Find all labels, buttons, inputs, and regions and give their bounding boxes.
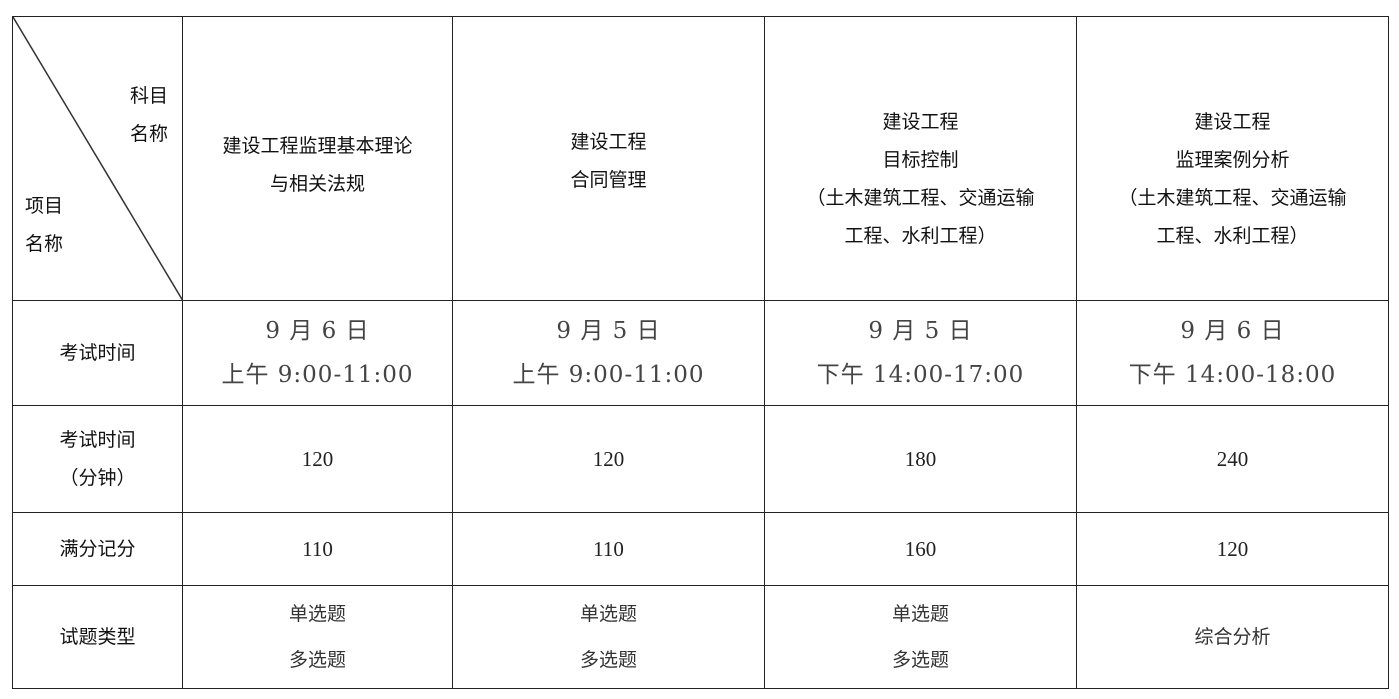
type-text: 单选题 <box>891 603 949 625</box>
type-text: 单选题 <box>579 603 637 625</box>
date-text: 9 月 6 日 <box>265 318 370 344</box>
corner-subject-label: 科目 名称 <box>130 77 168 153</box>
subject-line: （土木建筑工程、交通运输 <box>806 187 1035 209</box>
table-row-duration: 考试时间 （分钟） 120 120 180 240 <box>12 405 1389 513</box>
date-text: 9 月 5 日 <box>868 318 973 344</box>
corner-text: 名称 <box>25 233 64 255</box>
row-label: 考试时间 （分钟） <box>12 405 183 513</box>
subject-header: 建设工程 合同管理 <box>452 16 765 301</box>
table-cell: 180 <box>764 405 1077 513</box>
table-cell: 110 <box>452 512 765 586</box>
time-text: 上午 9:00-11:00 <box>221 362 414 388</box>
type-text: 多选题 <box>891 649 949 671</box>
subject-line: 建设工程 <box>882 111 959 133</box>
row-label-text: 考试时间 <box>59 342 136 364</box>
subject-header: 建设工程监理基本理论 与相关法规 <box>182 16 453 301</box>
subject-line: 工程、水利工程） <box>844 225 997 247</box>
subject-header: 建设工程目标控制 （土木建筑工程、交通运输 工程、水利工程） <box>764 16 1077 301</box>
subject-line: 工程、水利工程） <box>1156 225 1309 247</box>
subject-line: 建设工程监理基本理论 <box>222 135 413 157</box>
exam-schedule-table: 科目 名称 项目 名称 建设工程监理基本理论 与相关法规 建设工程 合同管理 建设工程目… <box>12 16 1389 689</box>
table-cell: 9 月 6 日下午 14:00-18:00 <box>1076 300 1389 406</box>
table-cell: 160 <box>764 512 1077 586</box>
time-text: 下午 14:00-18:00 <box>1128 362 1337 388</box>
time-text: 下午 14:00-17:00 <box>816 362 1025 388</box>
subject-line: 监理案例分析 <box>1175 149 1290 171</box>
table-row-exam-time: 考试时间 9 月 6 日上午 9:00-11:00 9 月 5 日上午 9:00… <box>12 300 1389 406</box>
corner-text: 名称 <box>129 123 168 145</box>
corner-cell: 科目 名称 项目 名称 <box>12 16 183 301</box>
table-row-full-score: 满分记分 110 110 160 120 <box>12 512 1389 586</box>
subject-line: 建设工程 <box>1194 111 1271 133</box>
diagonal-line <box>13 17 183 301</box>
corner-text: 科目 <box>129 85 168 107</box>
row-label-text: 考试时间 <box>59 429 136 451</box>
header-row: 科目 名称 项目 名称 建设工程监理基本理论 与相关法规 建设工程 合同管理 建设工程目… <box>12 16 1389 301</box>
subject-line: 建设工程 <box>570 131 647 153</box>
row-label-text: （分钟） <box>59 467 136 489</box>
subject-line: 合同管理 <box>570 169 647 191</box>
table-cell: 110 <box>182 512 453 586</box>
table-cell: 9 月 5 日下午 14:00-17:00 <box>764 300 1077 406</box>
corner-text: 项目 <box>25 195 64 217</box>
table-cell: 单选题 多选题 <box>452 585 765 689</box>
subject-line: 与相关法规 <box>269 173 365 195</box>
table-cell: 综合分析 <box>1076 585 1389 689</box>
table-cell: 120 <box>1076 512 1389 586</box>
table-cell: 9 月 5 日上午 9:00-11:00 <box>452 300 765 406</box>
row-label: 试题类型 <box>12 585 183 689</box>
table-cell: 9 月 6 日上午 9:00-11:00 <box>182 300 453 406</box>
subject-line: 目标控制 <box>882 149 959 171</box>
subject-line: （土木建筑工程、交通运输 <box>1118 187 1347 209</box>
type-text: 单选题 <box>288 603 346 625</box>
corner-item-label: 项目 名称 <box>25 187 63 263</box>
table-row-question-type: 试题类型 单选题多选题 单选题多选题 单选题多选题 综合分析 <box>12 585 1389 689</box>
type-text: 多选题 <box>579 649 637 671</box>
table-cell: 单选题 多选题 <box>764 585 1077 689</box>
subject-header: 建设工程监理案例分析 （土木建筑工程、交通运输 工程、水利工程） <box>1076 16 1389 301</box>
row-label: 满分记分 <box>12 512 183 586</box>
date-text: 9 月 6 日 <box>1180 318 1285 344</box>
type-text: 多选题 <box>288 649 346 671</box>
time-text: 上午 9:00-11:00 <box>512 362 705 388</box>
table-cell: 120 <box>452 405 765 513</box>
table-cell: 单选题 多选题 <box>182 585 453 689</box>
table-cell: 240 <box>1076 405 1389 513</box>
table-cell: 120 <box>182 405 453 513</box>
row-label: 考试时间 <box>12 300 183 406</box>
date-text: 9 月 5 日 <box>556 318 661 344</box>
